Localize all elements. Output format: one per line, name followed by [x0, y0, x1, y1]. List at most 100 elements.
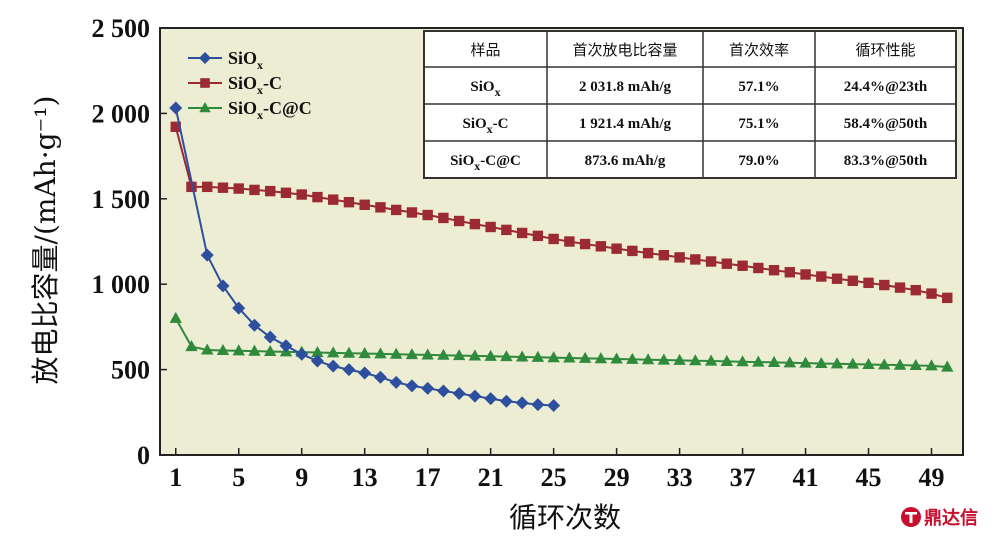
table-header-cell: 样品 [470, 41, 500, 59]
x-tick-label: 5 [232, 463, 245, 492]
data-point-square [579, 238, 591, 250]
y-axis-title: 放电比容量/(mAh·g⁻¹) [29, 96, 62, 385]
data-point-triangle [531, 350, 545, 362]
table-cell-capacity: 1 921.4 mAh/g [579, 116, 672, 132]
data-point-triangle [169, 311, 182, 323]
data-point-diamond [310, 354, 324, 368]
plot-frame [159, 27, 964, 456]
y-tick-label: 500 [111, 356, 150, 385]
data-point-triangle [248, 344, 261, 356]
data-point-square [800, 269, 811, 280]
table-header-cell: 循环性能 [855, 41, 915, 59]
data-point-square [406, 207, 418, 218]
data-point-square [784, 267, 796, 278]
table-header-cell: 首次放电比容量 [572, 41, 677, 59]
data-point-square [280, 187, 292, 199]
y-tick-label: 0 [137, 441, 150, 470]
data-point-square [375, 202, 386, 213]
data-point-square [438, 212, 449, 224]
data-point-square [863, 277, 874, 289]
axis-ticks: 1 5 9 13 17 21 25 29 33 37 41 45 49 0 500 1 000 1 500 2 0… [92, 14, 945, 492]
watermark: 鼎达信 [901, 507, 978, 529]
table-cell-capacity: 873.6 mAh/g [585, 153, 666, 169]
data-point-triangle [547, 351, 560, 363]
data-point-triangle [515, 350, 529, 362]
label-base: SiO [450, 153, 474, 169]
data-point-square [312, 191, 323, 203]
data-series [169, 101, 954, 412]
label-subscript: x [257, 58, 263, 72]
data-point-triangle [594, 352, 608, 364]
data-point-diamond [405, 379, 419, 393]
data-point-diamond [342, 363, 356, 377]
data-point-square [831, 273, 843, 284]
data-point-triangle [783, 356, 796, 368]
data-point-square [548, 233, 559, 245]
data-point-diamond [199, 52, 211, 64]
data-point-square [894, 282, 906, 293]
data-point-triangle [201, 343, 214, 355]
data-point-diamond [452, 387, 466, 401]
label-tail: -C [493, 116, 509, 132]
data-point-triangle [405, 348, 419, 360]
label-text: SiOx [228, 48, 263, 72]
table-cell-cycle: 58.4%@50th [844, 116, 928, 132]
data-point-square [170, 121, 181, 133]
data-point-triangle [830, 357, 844, 369]
data-point-square [721, 258, 733, 269]
table-cell-efficiency: 75.1% [738, 116, 779, 132]
legend-item: SiOx [188, 48, 263, 72]
label-tail: -C@C [480, 153, 521, 169]
x-tick-label: 29 [604, 463, 630, 492]
data-point-square [879, 279, 890, 291]
data-point-triangle [452, 349, 466, 361]
data-point-triangle [185, 340, 198, 352]
x-tick-label: 37 [730, 463, 756, 492]
data-point-triangle [862, 357, 875, 370]
label-text: SiOx-C@C [450, 153, 521, 173]
data-point-triangle [689, 354, 702, 366]
data-point-square [233, 183, 244, 194]
x-tick-label: 49 [919, 463, 945, 492]
data-point-triangle [941, 360, 954, 372]
label-tail: -C [263, 73, 282, 93]
data-point-diamond [358, 366, 372, 380]
data-point-diamond [531, 398, 545, 412]
data-point-diamond [436, 384, 450, 398]
data-point-square [200, 78, 210, 88]
data-point-square [642, 247, 654, 259]
x-tick-label: 1 [169, 463, 182, 492]
data-point-diamond [421, 381, 435, 395]
data-point-triangle [641, 353, 655, 365]
table-header-cell: 首次效率 [729, 41, 789, 59]
data-point-triangle [484, 349, 497, 361]
data-point-triangle [311, 346, 324, 358]
data-point-square [705, 256, 717, 267]
data-point-triangle [199, 102, 211, 113]
data-point-triangle [468, 349, 482, 361]
x-tick-label: 21 [478, 463, 504, 492]
x-tick-label: 9 [295, 463, 308, 492]
data-point-triangle [925, 359, 938, 371]
data-point-triangle [673, 353, 686, 365]
data-point-square [564, 236, 575, 247]
data-point-triangle [720, 354, 733, 366]
data-point-triangle [626, 352, 639, 364]
data-point-square [485, 221, 496, 233]
data-point-square [658, 249, 670, 261]
data-point-diamond [389, 375, 403, 389]
data-point-square [753, 262, 764, 274]
data-point-square [674, 252, 685, 263]
data-point-square [690, 254, 701, 265]
data-point-triangle [390, 347, 403, 359]
data-point-diamond [216, 279, 230, 293]
label-base: SiO [470, 79, 494, 95]
x-tick-label: 45 [856, 463, 882, 492]
data-point-triangle [437, 348, 450, 360]
data-point-square [926, 288, 937, 299]
label-text: SiOx-C [228, 73, 282, 97]
data-point-diamond [279, 339, 293, 353]
data-point-square [627, 245, 638, 257]
